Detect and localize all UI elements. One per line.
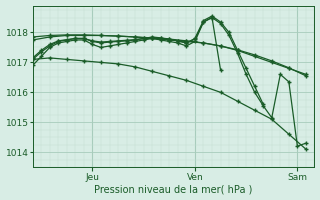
X-axis label: Pression niveau de la mer( hPa ): Pression niveau de la mer( hPa ) [94,184,253,194]
